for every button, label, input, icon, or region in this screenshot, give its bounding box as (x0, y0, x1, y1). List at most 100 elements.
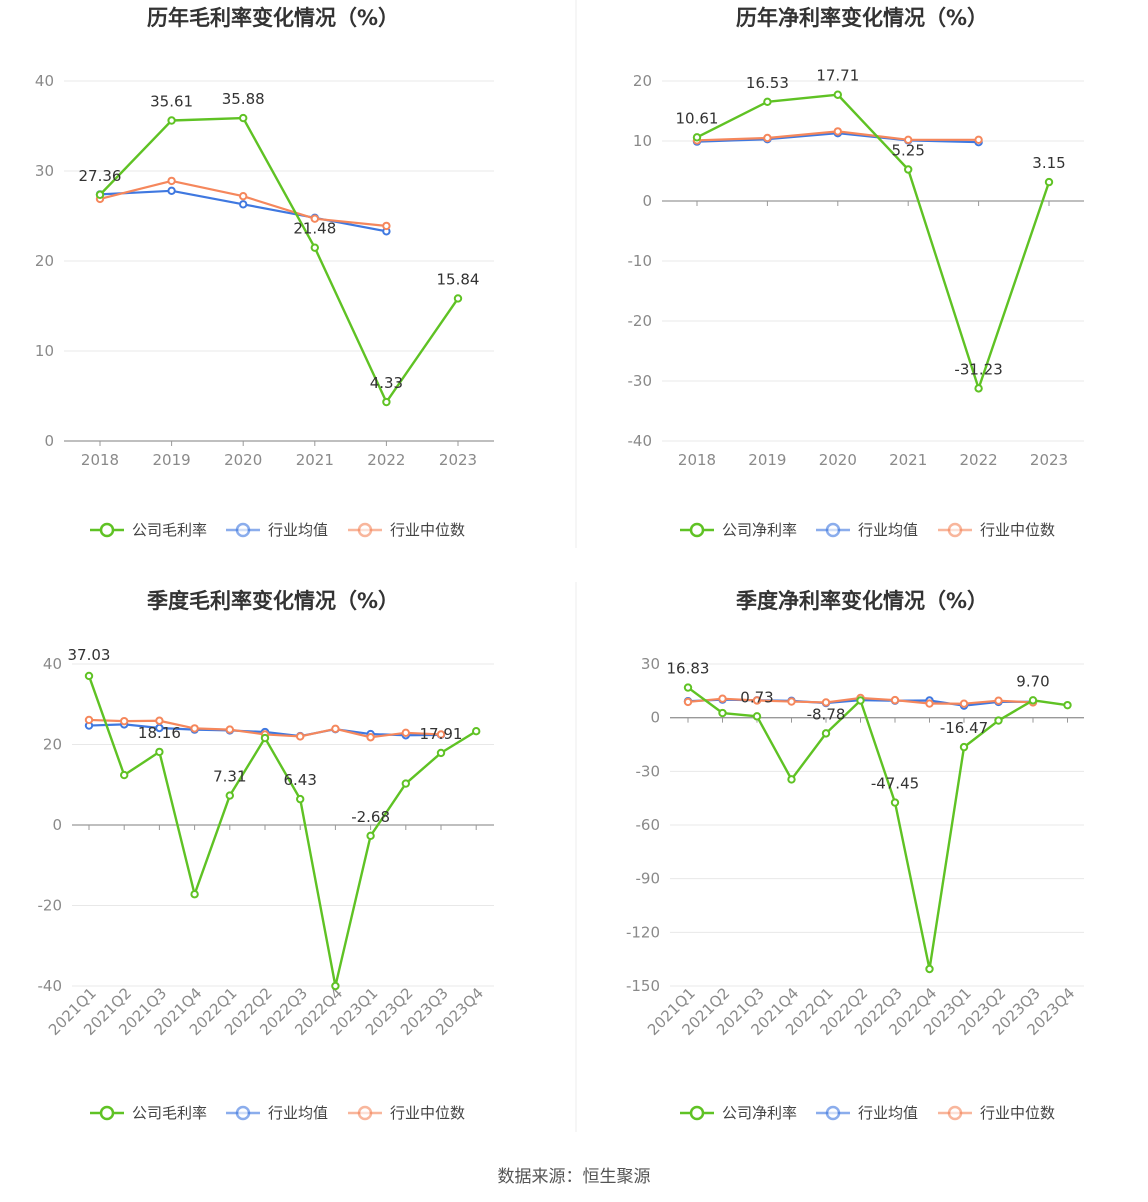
y-tick-label: 40 (35, 72, 54, 90)
data-point-median (763, 133, 772, 143)
data-point-median (382, 221, 391, 231)
x-tick-label: 2019 (748, 451, 786, 469)
legend-label: 公司净利率 (722, 521, 797, 539)
series-line-company (696, 93, 1051, 390)
y-tick-label: 20 (43, 736, 62, 754)
legend-item-median[interactable]: 行业中位数 (938, 1104, 1055, 1122)
data-point-company (683, 683, 693, 692)
legend-marker (825, 522, 841, 538)
y-tick-label: -30 (628, 372, 653, 390)
data-point-company (260, 733, 270, 743)
legend-item-avg[interactable]: 行业均值 (226, 1104, 328, 1122)
legend-marker (235, 522, 251, 538)
data-point-company (453, 294, 463, 303)
y-tick-label: 40 (43, 655, 62, 673)
data-point-median (752, 696, 762, 705)
data-label: -16.47 (940, 719, 988, 737)
x-tick-label: 2022 (960, 451, 998, 469)
chart-quarterly-net-margin: 季度净利率变化情况（%） -150-120-90-60-300302021Q12… (626, 589, 1084, 1122)
data-label: 16.53 (746, 74, 789, 92)
legend-label: 行业均值 (268, 1104, 328, 1122)
x-tick-label: 2018 (678, 451, 716, 469)
data-point-company (752, 712, 762, 721)
y-tick-label: 30 (35, 162, 54, 180)
legend-item-median[interactable]: 行业中位数 (938, 521, 1055, 539)
y-tick-label: 20 (633, 72, 652, 90)
legend-marker (947, 522, 963, 538)
data-point-company (239, 113, 248, 123)
data-point-median (84, 715, 94, 725)
legend-item-company[interactable]: 公司毛利率 (90, 1104, 207, 1122)
legend-label: 行业均值 (858, 1104, 918, 1122)
legend-item-median[interactable]: 行业中位数 (348, 1104, 465, 1122)
data-point-median (925, 699, 934, 708)
x-tick-label: 2023 (439, 451, 477, 469)
x-tick-label: 2019 (153, 451, 191, 469)
legend-label: 行业中位数 (390, 1104, 465, 1122)
chart-quarterly-gross-margin: 季度毛利率变化情况（%） -40-20020402021Q12021Q22021… (38, 589, 494, 1122)
y-tick-label: -40 (38, 977, 63, 995)
legend-item-company[interactable]: 公司净利率 (680, 521, 797, 539)
data-point-company (472, 727, 481, 736)
legend-item-avg[interactable]: 行业均值 (816, 1104, 918, 1122)
legend-item-avg[interactable]: 行业均值 (816, 521, 918, 539)
data-point-company (821, 729, 831, 738)
legend-label: 行业均值 (268, 521, 328, 539)
chart-title: 历年毛利率变化情况（%） (147, 6, 399, 30)
data-point-company (763, 97, 772, 107)
data-point-company (167, 116, 176, 125)
y-tick-label: -40 (628, 432, 653, 450)
data-source-note: 数据来源：恒生聚源 (498, 1167, 651, 1187)
x-tick-label: 2023 (1030, 451, 1068, 469)
data-point-median (120, 716, 129, 726)
legend-label: 行业中位数 (390, 521, 465, 539)
data-point-avg (167, 186, 176, 196)
chart-title: 季度净利率变化情况（%） (736, 589, 988, 613)
legend-item-median[interactable]: 行业中位数 (348, 521, 465, 539)
data-label: -31.23 (954, 360, 1002, 378)
data-point-company (904, 165, 913, 174)
chart-annual-gross-margin: 历年毛利率变化情况（%） 0 10 20 30 40 2018 2019 2020 2021 20… (35, 6, 494, 539)
data-point-company (1063, 700, 1072, 710)
data-point-median (890, 695, 900, 705)
y-tick-label: 0 (44, 432, 54, 450)
y-tick-label: -20 (38, 897, 63, 915)
legend-item-company[interactable]: 公司毛利率 (90, 521, 207, 539)
y-tick-label: -150 (626, 977, 660, 995)
data-point-company (833, 90, 842, 99)
data-point-company (225, 791, 235, 800)
data-point-median (787, 697, 796, 706)
y-tick-label: 0 (52, 816, 62, 834)
data-point-company (310, 243, 319, 252)
y-tick-label: 10 (35, 342, 54, 360)
legend-marker (99, 1105, 115, 1121)
legend-item-company[interactable]: 公司净利率 (680, 1104, 797, 1122)
data-label: 17.71 (816, 67, 859, 85)
chart-title: 历年净利率变化情况（%） (736, 6, 988, 30)
data-point-company (974, 384, 983, 393)
data-point-company (331, 981, 340, 991)
data-point-company (925, 964, 934, 974)
x-tick-label: 2020 (224, 451, 262, 469)
legend-label: 公司净利率 (722, 1104, 797, 1122)
data-label: 6.43 (283, 771, 316, 789)
legend-item-avg[interactable]: 行业均值 (226, 521, 328, 539)
data-point-company (1028, 696, 1038, 705)
x-tick-label: 2020 (819, 451, 857, 469)
x-tick-label: 2022 (367, 451, 405, 469)
x-tick-label: 2018 (81, 451, 119, 469)
data-label: -47.45 (871, 775, 919, 793)
data-label: -2.68 (351, 808, 390, 826)
data-point-median (239, 192, 248, 201)
data-label: 18.16 (138, 724, 181, 742)
legend-marker (689, 522, 705, 538)
data-point-company (120, 770, 129, 780)
data-point-company (436, 748, 446, 758)
y-tick-label: -120 (626, 923, 660, 941)
data-label: 21.48 (293, 220, 336, 238)
legend-label: 公司毛利率 (132, 1104, 207, 1122)
data-point-median (833, 127, 842, 136)
data-label: 15.84 (437, 270, 480, 288)
y-tick-label: -30 (636, 762, 661, 780)
data-point-median (904, 135, 913, 145)
